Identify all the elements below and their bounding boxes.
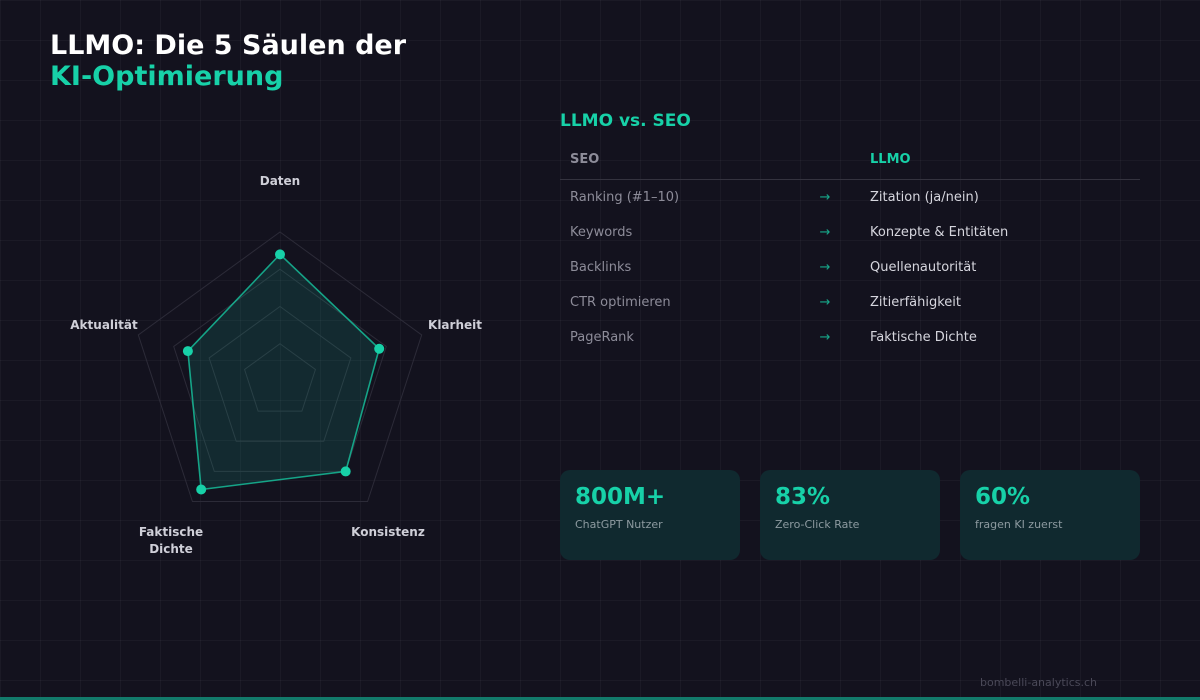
stat-card: 60% fragen KI zuerst <box>960 470 1140 560</box>
seo-cell: CTR optimieren <box>570 295 671 310</box>
radar-chart: StrukturierteDaten Klarheit Konsistenz Fakt… <box>70 170 482 556</box>
table-row: Ranking (#1–10) → Zitation (ja/nein) <box>560 180 1140 215</box>
radar-ring <box>173 268 387 472</box>
bottom-accent-bar <box>0 697 1200 700</box>
radar-data-point <box>275 249 285 260</box>
table-header: SEO LLMO <box>560 140 1140 180</box>
stat-label: Zero-Click Rate <box>775 518 860 531</box>
seo-cell: Backlinks <box>570 260 632 275</box>
stat-value: 800M+ <box>575 484 666 510</box>
table-row: PageRank → Faktische Dichte <box>560 320 1140 355</box>
llmo-cell: Quellenautorität <box>870 260 977 275</box>
llmo-cell: Zitierfähigkeit <box>870 295 961 310</box>
radar-ring <box>243 343 317 412</box>
header-llmo: LLMO <box>870 152 911 167</box>
radar-ring <box>208 305 352 442</box>
table-row: CTR optimieren → Zitierfähigkeit <box>560 285 1140 320</box>
radar-axis-label: Faktische Dichte <box>139 525 203 556</box>
stat-value: 83% <box>775 484 831 510</box>
comparison-title: LLMO vs. SEO <box>560 111 691 131</box>
table-row: Backlinks → Quellenautorität <box>560 250 1140 285</box>
radar-data-point <box>182 346 193 357</box>
stat-value: 60% <box>975 484 1031 510</box>
llmo-cell: Faktische Dichte <box>870 330 977 345</box>
stat-label: ChatGPT Nutzer <box>575 518 663 531</box>
seo-cell: PageRank <box>570 330 634 345</box>
stat-card: 800M+ ChatGPT Nutzer <box>560 470 740 560</box>
radar-data-point <box>374 343 385 354</box>
footer-domain: bombelli-analytics.ch <box>980 676 1097 689</box>
stat-label: fragen KI zuerst <box>975 518 1063 531</box>
radar-series-area <box>187 253 381 491</box>
arrow-icon: → <box>819 190 831 205</box>
radar-axis-label: Aktualität <box>70 318 138 332</box>
comparison-table: SEO LLMO Ranking (#1–10) → Zitation (ja/ne… <box>560 140 1140 355</box>
seo-cell: Ranking (#1–10) <box>570 190 680 205</box>
radar-data-point <box>196 484 207 495</box>
seo-cell: Keywords <box>570 225 633 240</box>
arrow-icon: → <box>819 260 831 275</box>
table-row: Keywords → Konzepte & Entitäten <box>560 215 1140 250</box>
arrow-icon: → <box>819 225 831 240</box>
radar-ring <box>137 231 423 503</box>
page-title: LLMO: Die 5 Säulen der KI-Optimierung <box>50 30 406 92</box>
llmo-cell: Zitation (ja/nein) <box>870 190 979 205</box>
radar-axis-label: Konsistenz <box>351 525 425 539</box>
title-line-1: LLMO: Die 5 Säulen der <box>50 30 407 61</box>
radar-data-point <box>340 466 351 477</box>
radar-axis-label: Klarheit <box>428 318 482 332</box>
arrow-icon: → <box>819 330 831 345</box>
arrow-icon: → <box>819 295 831 310</box>
stat-card: 83% Zero-Click Rate <box>760 470 940 560</box>
llmo-cell: Konzepte & Entitäten <box>870 225 1009 240</box>
radar-axis-label: StrukturierteDaten <box>235 170 324 188</box>
title-line-2: KI-Optimierung <box>50 61 284 92</box>
header-seo: SEO <box>570 152 600 167</box>
